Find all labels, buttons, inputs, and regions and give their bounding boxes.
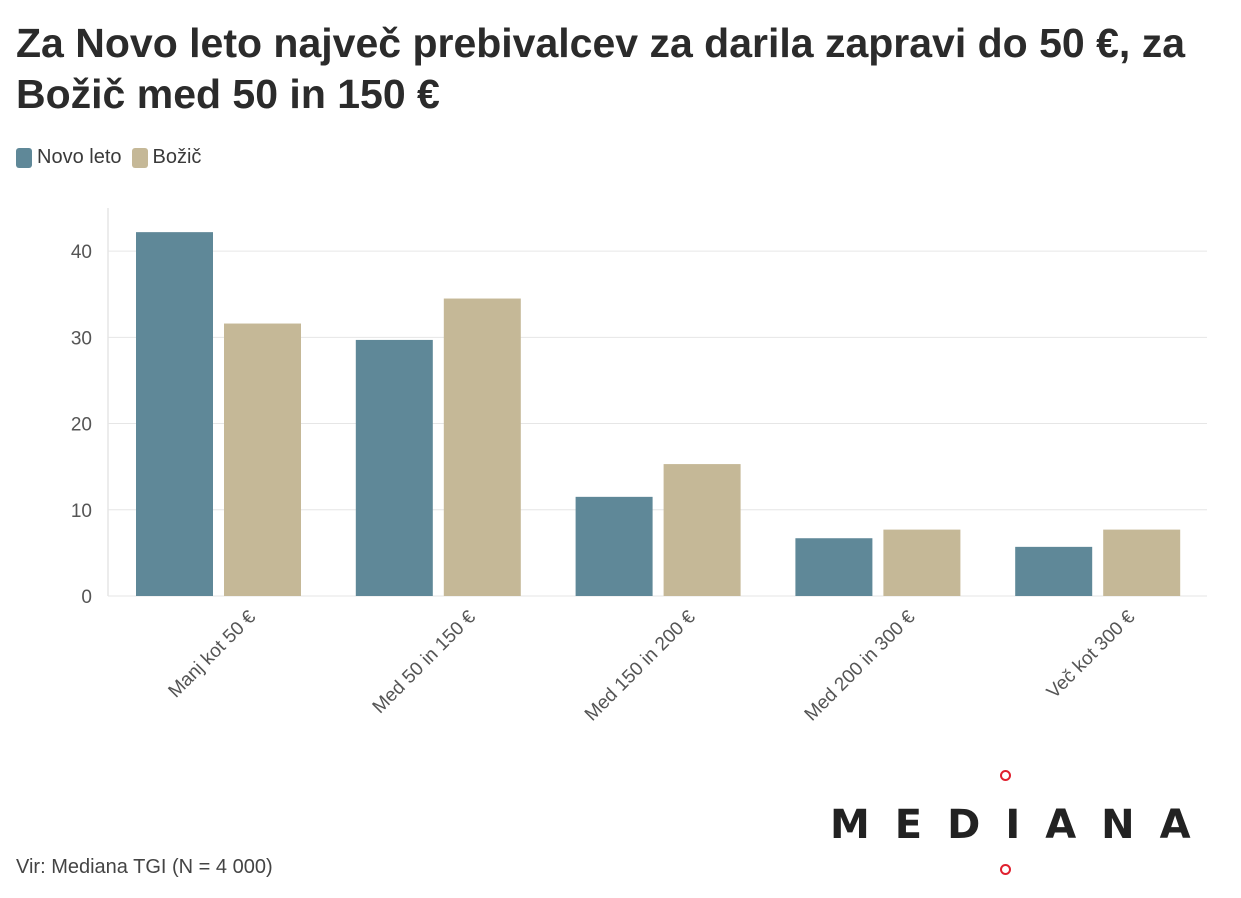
x-tick-label-0: Manj kot 50 € (165, 606, 261, 702)
bar-bozic-4 (1103, 529, 1181, 596)
bar-bozic-3 (883, 529, 961, 596)
legend: Novo leto Božič (16, 146, 211, 169)
y-tick-label-30: 30 (71, 328, 92, 349)
bar-bozic-0 (224, 323, 301, 596)
logo-text: MEDIANA (830, 802, 1216, 848)
y-tick-label-20: 20 (71, 415, 92, 436)
chart-title: Za Novo leto največ prebivalcev za daril… (16, 20, 1186, 117)
bar-bozic-2 (663, 464, 741, 596)
source-note: Vir: Mediana TGI (N = 4 000) (16, 856, 273, 878)
bar-novo-leto-0 (136, 232, 213, 597)
legend-item-bozic[interactable]: Božič (131, 146, 202, 169)
y-tick-label-10: 10 (71, 501, 92, 522)
bar-novo-leto-4 (1015, 546, 1093, 596)
y-tick-label-0: 0 (81, 587, 92, 608)
legend-label-novo-leto: Novo leto (37, 146, 122, 168)
x-tick-label-4: Več kot 300 € (1043, 606, 1140, 703)
bar-chart: 0 10 20 30 40 Manj kot 50 € Med 50 in 150 € Med… (71, 208, 1207, 725)
x-tick-label-3: Med 200 in 300 € (801, 606, 920, 725)
logo-dot-top-icon (1000, 770, 1011, 781)
y-tick-label-40: 40 (71, 242, 92, 263)
logo-dot-bottom-icon (1000, 864, 1011, 875)
bar-novo-leto-3 (795, 538, 873, 596)
bar-bozic-1 (443, 298, 521, 596)
legend-swatch-bozic (131, 147, 148, 168)
mediana-logo: MEDIANA (830, 768, 1191, 878)
x-tick-label-1: Med 50 in 150 € (369, 606, 481, 718)
legend-swatch-novo-leto (16, 147, 32, 168)
legend-label-bozic: Božič (152, 146, 202, 168)
bar-novo-leto-1 (355, 339, 433, 596)
bar-novo-leto-2 (575, 496, 653, 596)
legend-item-novo-leto[interactable]: Novo leto (16, 146, 122, 169)
x-tick-label-2: Med 150 in 200 € (581, 606, 700, 725)
